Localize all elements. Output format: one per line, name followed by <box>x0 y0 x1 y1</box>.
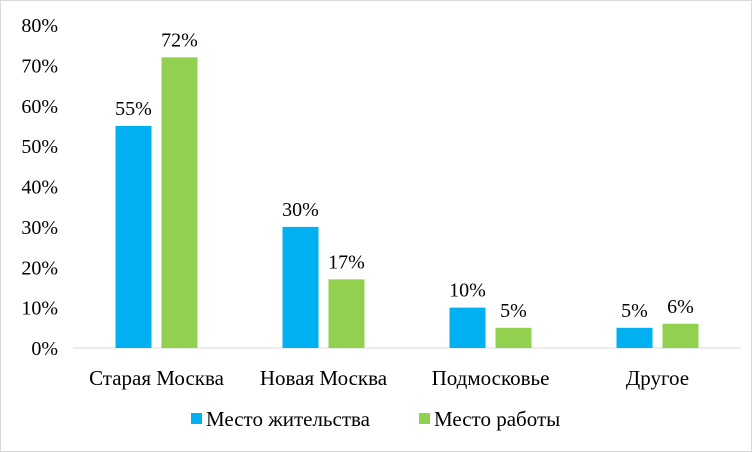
bar-work <box>161 57 198 349</box>
y-tick-label: 60% <box>21 96 58 118</box>
data-label: 10% <box>449 280 486 302</box>
category-label: Старая Москва <box>89 366 225 390</box>
legend: Место жительства Место работы <box>191 407 560 431</box>
data-label: 30% <box>282 199 319 221</box>
data-label: 5% <box>500 300 527 322</box>
bar-residence <box>616 327 653 348</box>
category-label: Новая Москва <box>260 366 388 390</box>
bar-work <box>495 327 532 348</box>
category-labels-group: Старая Москва Новая Москва Подмосковье Друг… <box>89 366 689 390</box>
data-labels-group: 55% 72% 30% 17% 10% 5% 5% 6% <box>115 29 694 322</box>
legend-label: Место жительства <box>206 407 371 431</box>
y-axis-ticks: 0% 10% 20% 30% 40% 50% 60% 70% 80% <box>21 15 58 360</box>
y-tick-label: 20% <box>21 257 58 279</box>
data-label: 55% <box>115 98 152 120</box>
bars-group <box>115 57 699 349</box>
legend-swatch <box>419 413 430 424</box>
bar-residence <box>449 307 486 348</box>
y-tick-label: 50% <box>21 136 58 158</box>
category-label: Подмосковье <box>432 366 550 390</box>
y-tick-label: 10% <box>21 298 58 320</box>
legend-label: Место работы <box>434 407 560 431</box>
y-tick-label: 30% <box>21 217 58 239</box>
legend-swatch <box>191 413 202 424</box>
data-label: 6% <box>667 296 694 318</box>
data-label: 72% <box>161 29 198 51</box>
bar-residence <box>115 125 152 348</box>
category-label: Другое <box>626 366 689 390</box>
bar-work <box>662 323 699 348</box>
bar-work <box>328 279 365 348</box>
bar-residence <box>282 226 319 348</box>
data-label: 5% <box>621 300 648 322</box>
y-tick-label: 80% <box>21 15 58 37</box>
y-tick-label: 0% <box>31 338 58 360</box>
data-label: 17% <box>328 251 365 273</box>
y-tick-label: 70% <box>21 55 58 77</box>
y-tick-label: 40% <box>21 177 58 199</box>
